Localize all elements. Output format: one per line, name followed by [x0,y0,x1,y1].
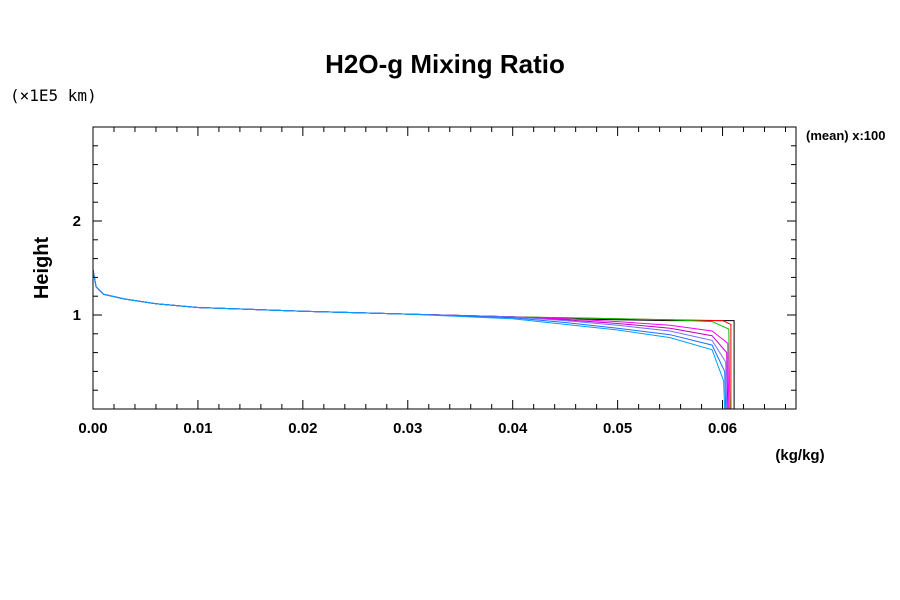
y-axis-label: Height [31,237,53,300]
series-line-1 [92,269,735,409]
x-tick-label: 0.02 [288,420,317,437]
series-line-6 [92,269,728,410]
chart-title: H2O-g Mixing Ratio [325,49,565,79]
x-axis-unit-label: (kg/kg) [775,447,824,464]
x-tick-label: 0.03 [393,420,422,437]
mean-annotation: (mean) x:100 [806,128,885,143]
y-scale-label: (×1E5 km) [10,86,97,105]
x-tick-label: 0.04 [498,420,528,437]
y-tick-label: 2 [73,213,81,230]
series-line-4 [92,269,730,410]
y-tick-label: 1 [73,307,81,324]
series-line-8 [92,269,726,410]
x-tick-label: 0.01 [183,420,212,437]
plot-frame [92,126,797,410]
x-tick-label: 0.00 [78,420,107,437]
series-group [92,269,735,410]
series-line-3 [92,269,731,410]
series-line-5 [92,269,729,410]
series-line-2 [92,269,732,409]
x-tick-label: 0.05 [603,420,632,437]
axes-group: 0.00 0.01 0.02 0.03 0.04 0.05 0.06 1 2 [73,126,797,437]
x-tick-label: 0.06 [708,420,737,437]
series-line-7 [92,269,727,410]
